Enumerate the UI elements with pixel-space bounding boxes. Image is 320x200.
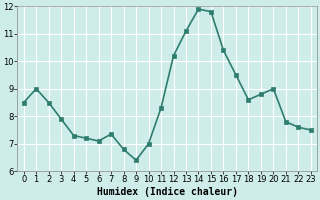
X-axis label: Humidex (Indice chaleur): Humidex (Indice chaleur) <box>97 187 238 197</box>
